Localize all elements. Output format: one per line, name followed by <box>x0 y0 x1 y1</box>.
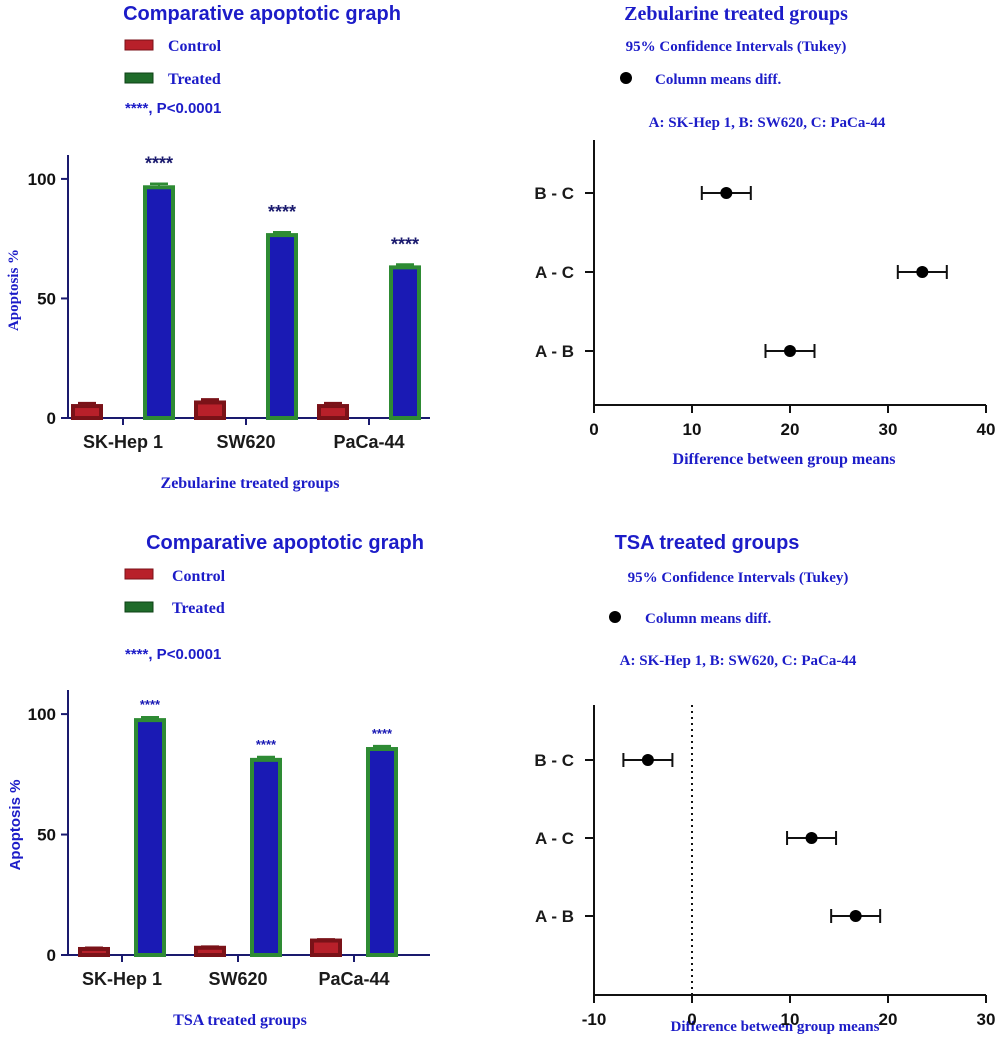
x-tick-label: 0 <box>589 420 598 439</box>
bar <box>250 757 282 958</box>
significance-label: **** <box>268 202 296 222</box>
significance-note: ****, P<0.0001 <box>125 100 221 117</box>
plot-area <box>700 186 948 358</box>
x-tick-label: 40 <box>977 420 996 439</box>
bar <box>317 404 349 420</box>
bar <box>134 718 166 958</box>
axes: -10 0 10 20 30 B - C A - C A - B <box>534 705 995 1029</box>
significance-label: **** <box>372 726 393 741</box>
axes: 0 50 100 SK-Hep 1 SW620 PaCa-44 <box>28 155 430 452</box>
bar <box>310 938 342 958</box>
chart-subtitle: 95% Confidence Intervals (Tukey) <box>628 570 849 586</box>
legend-label: Column means diff. <box>655 72 782 88</box>
legend-swatch-treated <box>124 601 154 613</box>
group-key: A: SK-Hep 1, B: SW620, C: PaCa-44 <box>649 115 886 131</box>
mean-point <box>784 345 796 357</box>
mean-point <box>849 910 862 922</box>
chart-title: Comparative apoptotic graph <box>146 532 424 554</box>
plot-area: **** **** **** <box>71 154 421 421</box>
comparison-label: A - B <box>535 342 574 361</box>
y-tick-label: 50 <box>37 826 56 845</box>
x-axis-label: Difference between group means <box>673 451 896 468</box>
panel-zebularine-bar: Comparative apoptotic graph Control Trea… <box>6 3 430 492</box>
y-tick-label: 100 <box>28 705 56 724</box>
comparison-label: A - B <box>535 907 574 926</box>
y-tick-label: 100 <box>28 170 56 189</box>
axes: 0 10 20 30 40 B - C A - C A - B <box>534 140 995 439</box>
group-key: A: SK-Hep 1, B: SW620, C: PaCa-44 <box>620 653 857 669</box>
mean-point <box>641 754 654 766</box>
bar <box>266 233 298 420</box>
x-axis-label: Difference between group means <box>671 1019 880 1035</box>
bar <box>194 945 226 957</box>
bar <box>143 185 175 420</box>
y-axis-label: Apoptosis % <box>6 249 22 331</box>
significance-label: **** <box>256 737 277 752</box>
panel-tsa-ci: TSA treated groups 95% Confidence Interv… <box>534 532 995 1035</box>
x-axis-label: Zebularine treated groups <box>161 475 340 492</box>
significance-note: ****, P<0.0001 <box>125 646 221 663</box>
legend-swatch-treated <box>124 72 154 84</box>
panel-tsa-bar: Comparative apoptotic graph Control Trea… <box>7 532 430 1029</box>
comparison-label: B - C <box>534 751 574 770</box>
x-tick-label: 10 <box>781 1010 800 1029</box>
significance-label: **** <box>145 154 173 174</box>
category-label: SW620 <box>216 432 275 452</box>
legend-label-control: Control <box>172 568 226 585</box>
category-label: PaCa-44 <box>318 969 389 989</box>
mean-point <box>805 832 818 844</box>
y-tick-label: 50 <box>37 289 56 308</box>
comparison-label: A - C <box>535 263 574 282</box>
bar <box>366 747 398 957</box>
bar <box>78 946 110 958</box>
panel-zebularine-ci: Zebularine treated groups 95% Confidence… <box>534 3 995 468</box>
comparison-label: A - C <box>535 829 574 848</box>
comparison-label: B - C <box>534 184 574 203</box>
category-label: SW620 <box>208 969 267 989</box>
category-label: PaCa-44 <box>333 432 404 452</box>
legend-swatch-control <box>124 39 154 51</box>
plot-area: **** **** **** <box>78 697 398 958</box>
chart-title: TSA treated groups <box>615 532 800 554</box>
x-tick-label: 10 <box>683 420 702 439</box>
legend-label-treated: Treated <box>168 71 221 88</box>
category-label: SK-Hep 1 <box>83 432 163 452</box>
significance-label: **** <box>140 697 161 712</box>
chart-title: Comparative apoptotic graph <box>123 3 401 25</box>
x-tick-label: 30 <box>879 420 898 439</box>
chart-title: Zebularine treated groups <box>624 3 848 25</box>
mean-point <box>720 187 733 199</box>
legend-swatch-control <box>124 568 154 580</box>
significance-label: **** <box>391 235 419 255</box>
x-tick-label: 0 <box>687 1010 696 1029</box>
y-tick-label: 0 <box>47 409 56 428</box>
legend-label-treated: Treated <box>172 600 225 617</box>
legend-label: Column means diff. <box>645 611 772 627</box>
y-tick-label: 0 <box>47 946 56 965</box>
plot-area <box>622 753 882 923</box>
x-tick-label: 20 <box>879 1010 898 1029</box>
x-tick-label: 30 <box>977 1010 996 1029</box>
legend-marker <box>609 611 621 623</box>
mean-point <box>916 266 929 278</box>
x-axis-label: TSA treated groups <box>173 1012 307 1029</box>
chart-subtitle: 95% Confidence Intervals (Tukey) <box>626 39 847 55</box>
legend-label-control: Control <box>168 38 222 55</box>
category-label: SK-Hep 1 <box>82 969 162 989</box>
bar <box>71 404 103 420</box>
bar <box>389 265 421 421</box>
x-tick-label: 20 <box>781 420 800 439</box>
y-axis-label: Apoptosis % <box>7 780 24 871</box>
x-tick-label: -10 <box>582 1010 607 1029</box>
bar <box>194 400 226 420</box>
legend-marker <box>620 72 632 84</box>
